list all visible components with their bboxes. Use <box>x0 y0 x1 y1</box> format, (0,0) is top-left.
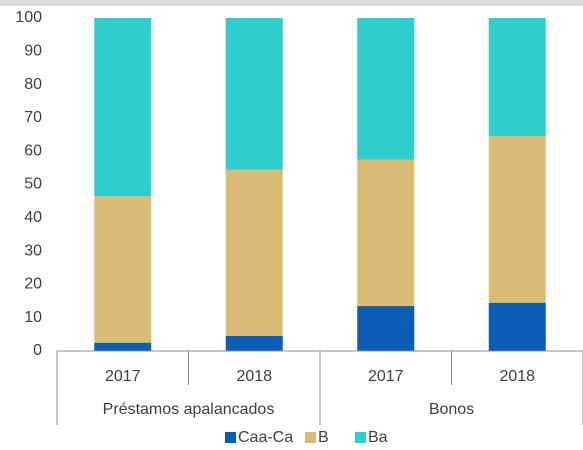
x-tick-label: 2018 <box>499 368 535 385</box>
y-tick-label: 60 <box>24 142 42 159</box>
bar-segment <box>94 342 152 351</box>
bar-segment <box>225 336 283 351</box>
y-tick-label: 100 <box>15 9 42 26</box>
legend-swatch <box>305 432 316 443</box>
x-tick-label: 2017 <box>368 368 404 385</box>
bar-segment <box>94 196 152 343</box>
bar-segment <box>488 18 546 137</box>
legend-swatch <box>355 432 366 443</box>
y-tick-label: 30 <box>24 242 42 259</box>
cropped-header <box>0 0 583 6</box>
legend-swatch <box>225 432 236 443</box>
y-tick-label: 50 <box>24 176 42 193</box>
y-tick-label: 90 <box>24 43 42 60</box>
bar-segment <box>357 159 415 307</box>
bar-segment <box>225 169 283 337</box>
y-tick-label: 70 <box>24 109 42 126</box>
y-tick-label: 10 <box>24 309 42 326</box>
y-tick-label: 0 <box>33 342 42 359</box>
legend-label: Caa-Ca <box>238 429 293 446</box>
bar-segment <box>94 18 152 197</box>
legend-label: Ba <box>368 429 388 446</box>
legend-label: B <box>318 429 329 446</box>
bar-segment <box>357 306 415 351</box>
group-label: Préstamos apalancados <box>103 401 275 418</box>
bar-segment <box>225 18 283 170</box>
group-label: Bonos <box>429 401 474 418</box>
x-tick-label: 2017 <box>105 368 141 385</box>
y-tick-label: 80 <box>24 76 42 93</box>
bar-segment <box>488 302 546 351</box>
bar-segment <box>357 18 415 160</box>
x-tick-label: 2018 <box>236 368 272 385</box>
y-tick-label: 20 <box>24 276 42 293</box>
bar-segment <box>488 136 546 303</box>
y-tick-label: 40 <box>24 209 42 226</box>
